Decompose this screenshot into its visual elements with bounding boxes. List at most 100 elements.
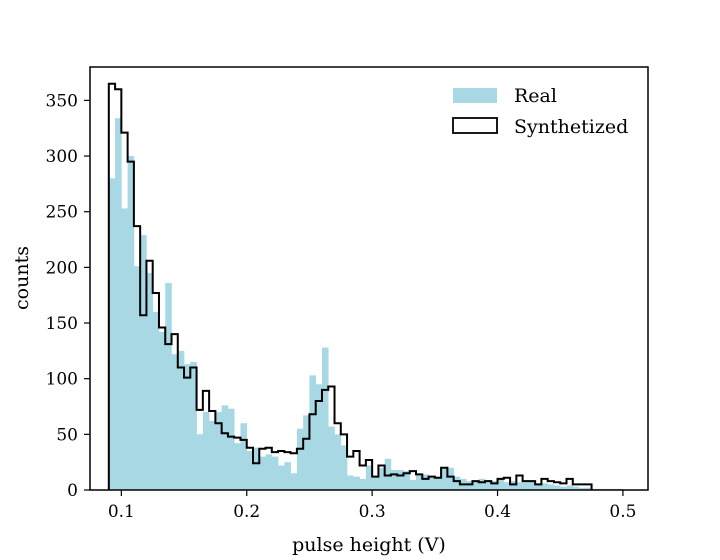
real-bar xyxy=(165,282,172,490)
y-tick-label: 150 xyxy=(46,314,78,334)
real-bar xyxy=(321,347,329,490)
real-bar xyxy=(484,479,492,490)
real-bar xyxy=(328,426,335,490)
real-bar xyxy=(265,454,273,490)
x-axis-ticks: 0.1 0.2 0.3 0.4 0.5 xyxy=(108,490,636,522)
real-bar xyxy=(171,354,179,490)
real-bar xyxy=(259,456,266,490)
x-tick-label: 0.2 xyxy=(233,502,260,522)
real-bar xyxy=(227,408,235,490)
x-axis-label: pulse height (V) xyxy=(292,534,446,556)
real-bar xyxy=(290,473,298,490)
y-tick-label: 200 xyxy=(46,258,78,278)
real-bar xyxy=(246,451,254,490)
real-bar xyxy=(397,469,404,490)
synthetized-series-line xyxy=(107,82,593,490)
real-bar xyxy=(115,118,122,491)
real-bar xyxy=(384,458,392,490)
real-bar xyxy=(253,447,260,490)
real-bar xyxy=(497,477,505,490)
real-bar xyxy=(309,375,317,490)
x-tick-label: 0.1 xyxy=(108,502,135,522)
y-axis-ticks: 0 50 100 150 200 250 300 350 xyxy=(46,91,90,501)
real-bar xyxy=(140,235,147,490)
real-bar xyxy=(121,208,128,490)
real-bar xyxy=(177,350,185,490)
y-tick-label: 250 xyxy=(46,203,78,223)
real-bar xyxy=(278,465,285,490)
real-bar xyxy=(535,484,542,490)
real-bar xyxy=(541,483,548,490)
legend: Real Synthetized xyxy=(452,85,628,138)
y-tick-label: 350 xyxy=(46,91,78,111)
real-bar xyxy=(378,467,385,490)
real-bar xyxy=(503,482,511,490)
real-bar xyxy=(146,272,153,490)
real-bar xyxy=(347,475,354,490)
real-bar xyxy=(133,266,141,490)
real-bar xyxy=(184,364,191,490)
real-bar xyxy=(158,331,166,490)
real-bar xyxy=(234,443,241,490)
real-bar xyxy=(340,445,348,490)
real-bar xyxy=(372,476,379,490)
real-bar xyxy=(528,481,536,490)
plot-frame xyxy=(89,66,649,491)
legend-label-synthetized: Synthetized xyxy=(514,116,628,138)
real-bar xyxy=(453,476,461,490)
real-bar xyxy=(202,412,210,490)
real-bar xyxy=(215,412,222,490)
real-bar xyxy=(334,434,342,490)
x-tick-label: 0.3 xyxy=(359,502,386,522)
real-bar xyxy=(409,479,417,490)
legend-swatch-synthetized xyxy=(452,117,498,134)
real-bar xyxy=(516,482,523,490)
real-bar xyxy=(572,486,580,490)
real-bar xyxy=(522,482,530,490)
real-bar xyxy=(127,156,135,491)
real-bar xyxy=(422,474,429,490)
real-bar xyxy=(434,476,442,490)
real-bar xyxy=(547,484,555,490)
legend-swatch-real xyxy=(453,88,497,103)
real-bar xyxy=(478,478,486,490)
real-bar xyxy=(441,467,448,490)
real-bar xyxy=(403,471,411,490)
real-bar xyxy=(447,467,454,490)
real-bar xyxy=(152,311,160,490)
real-bar xyxy=(466,481,473,490)
real-bar xyxy=(585,487,592,490)
real-bar xyxy=(472,481,480,490)
real-bar xyxy=(416,474,423,490)
x-tick-label: 0.5 xyxy=(609,502,636,522)
real-bar xyxy=(359,478,367,490)
real-bar xyxy=(303,415,310,490)
real-bar xyxy=(108,178,116,490)
real-bar xyxy=(240,423,248,490)
real-bar xyxy=(353,476,360,490)
y-axis-label: counts xyxy=(11,246,33,310)
real-bar xyxy=(510,481,517,490)
real-bar xyxy=(190,361,197,490)
y-tick-label: 300 xyxy=(46,147,78,167)
real-bar xyxy=(196,434,204,490)
real-bar xyxy=(209,420,216,490)
real-bar xyxy=(296,428,304,490)
y-tick-label: 0 xyxy=(67,481,78,501)
y-tick-label: 50 xyxy=(56,425,78,445)
real-bar xyxy=(566,485,574,490)
x-tick-label: 0.4 xyxy=(484,502,511,522)
real-bar xyxy=(553,485,561,490)
legend-label-real: Real xyxy=(514,85,557,107)
real-bar xyxy=(579,487,586,490)
real-bar xyxy=(221,405,229,490)
y-tick-label: 100 xyxy=(46,370,78,390)
real-bar xyxy=(560,486,567,490)
real-bar xyxy=(390,469,398,490)
real-series-bars xyxy=(108,118,624,491)
real-bar xyxy=(365,465,373,490)
synthetized-step-path xyxy=(107,82,593,490)
real-bar xyxy=(315,384,323,490)
real-bar xyxy=(428,476,436,490)
